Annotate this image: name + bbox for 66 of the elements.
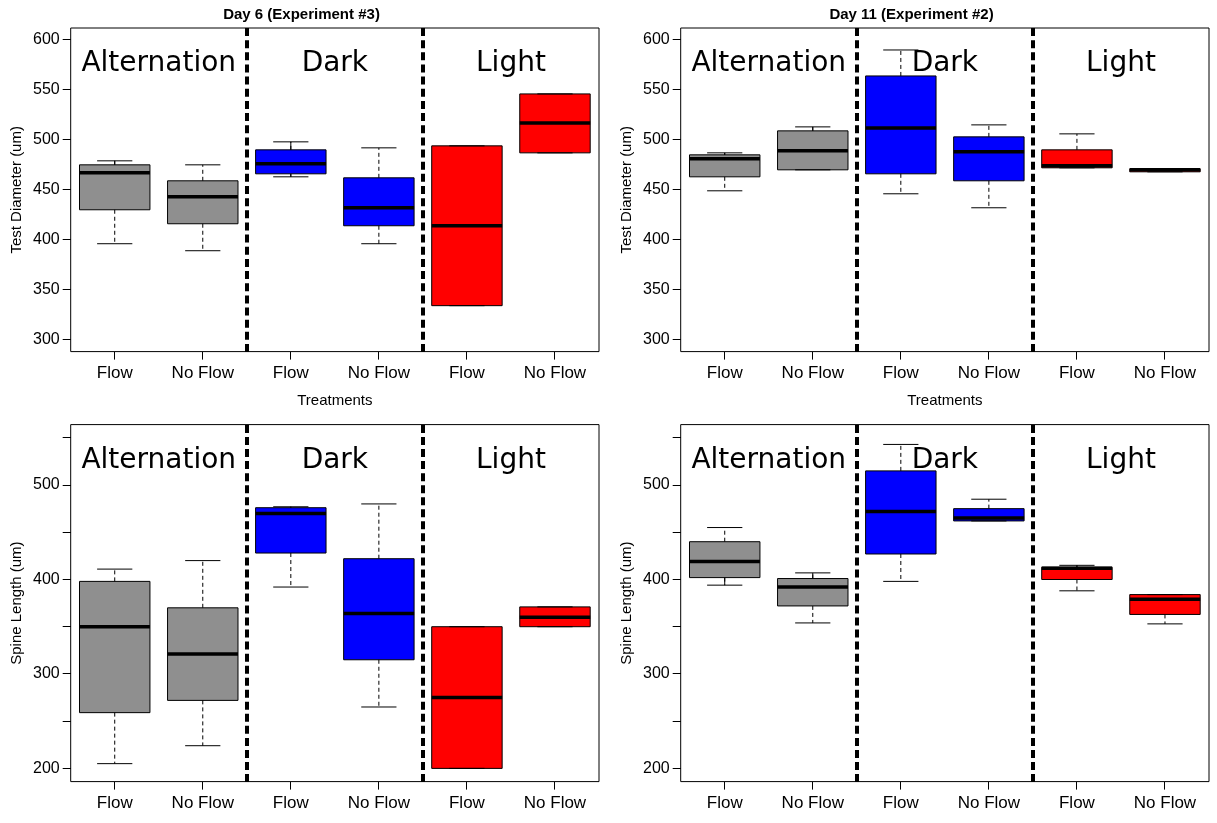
x-tick-label: Flow [706, 363, 744, 383]
y-tick-label: 550 [642, 80, 670, 98]
chart-title: Day 11 (Experiment #2) [829, 5, 994, 23]
x-tick-label: Flow [272, 363, 310, 383]
y-tick-label: 300 [642, 664, 670, 682]
annotation: Dark [301, 45, 369, 79]
annotation: Dark [911, 45, 979, 79]
y-tick-label: 350 [642, 280, 670, 298]
x-axis-title: Treatments [297, 391, 373, 409]
x-axis-title: Treatments [907, 391, 983, 409]
y-tick-label: 200 [642, 758, 670, 776]
x-tick-label: No Flow [523, 793, 587, 813]
x-tick-label: Flow [448, 363, 486, 383]
y-axis-title: Test Diameter (um) [617, 126, 635, 254]
y-tick-label: 400 [32, 230, 60, 248]
x-tick-label: Flow [706, 793, 744, 813]
y-axis-title: Spine Length (um) [617, 541, 635, 665]
y-tick-label: 500 [642, 130, 670, 148]
x-tick-label: Flow [272, 793, 310, 813]
y-tick-label: 300 [32, 664, 60, 682]
y-tick-label: 600 [642, 30, 670, 48]
annotation: Alternation [81, 441, 237, 475]
y-tick-label: 300 [32, 330, 60, 348]
x-tick-label: No Flow [781, 363, 845, 383]
x-tick-label: No Flow [523, 363, 587, 383]
x-tick-label: No Flow [957, 363, 1021, 383]
chart-title: Day 6 (Experiment #3) [223, 5, 380, 23]
x-tick-label: No Flow [347, 363, 411, 383]
x-tick-label: No Flow [1133, 363, 1197, 383]
annotation: Light [1086, 441, 1156, 475]
x-tick-label: No Flow [171, 363, 235, 383]
annotation: Light [1086, 45, 1156, 79]
y-axis-title: Test Diameter (um) [7, 126, 25, 254]
x-tick-label: No Flow [1133, 793, 1197, 813]
x-tick-label: No Flow [781, 793, 845, 813]
x-tick-label: Flow [96, 793, 134, 813]
annotation: Light [476, 45, 546, 79]
x-tick-label: No Flow [171, 793, 235, 813]
x-tick-label: Flow [882, 363, 920, 383]
y-tick-label: 400 [642, 230, 670, 248]
y-tick-label: 200 [32, 758, 60, 776]
x-tick-label: Flow [96, 363, 134, 383]
y-tick-label: 450 [642, 180, 670, 198]
y-tick-label: 500 [32, 130, 60, 148]
x-tick-label: Flow [1058, 793, 1096, 813]
y-tick-label: 300 [642, 330, 670, 348]
x-tick-label: No Flow [347, 793, 411, 813]
y-tick-label: 600 [32, 30, 60, 48]
annotation: Alternation [691, 45, 847, 79]
y-tick-label: 350 [32, 280, 60, 298]
x-tick-label: No Flow [957, 793, 1021, 813]
annotation: Dark [301, 441, 369, 475]
annotation: Alternation [81, 45, 237, 79]
y-tick-label: 550 [32, 80, 60, 98]
y-tick-label: 500 [642, 475, 670, 493]
annotation: Alternation [691, 441, 847, 475]
x-tick-label: Flow [1058, 363, 1096, 383]
y-tick-label: 400 [32, 569, 60, 587]
annotation: Dark [911, 441, 979, 475]
y-axis-title: Spine Length (um) [7, 541, 25, 665]
y-tick-label: 400 [642, 569, 670, 587]
y-tick-label: 450 [32, 180, 60, 198]
x-tick-label: Flow [448, 793, 486, 813]
y-tick-label: 500 [32, 475, 60, 493]
x-tick-label: Flow [882, 793, 920, 813]
annotation: Light [476, 441, 546, 475]
